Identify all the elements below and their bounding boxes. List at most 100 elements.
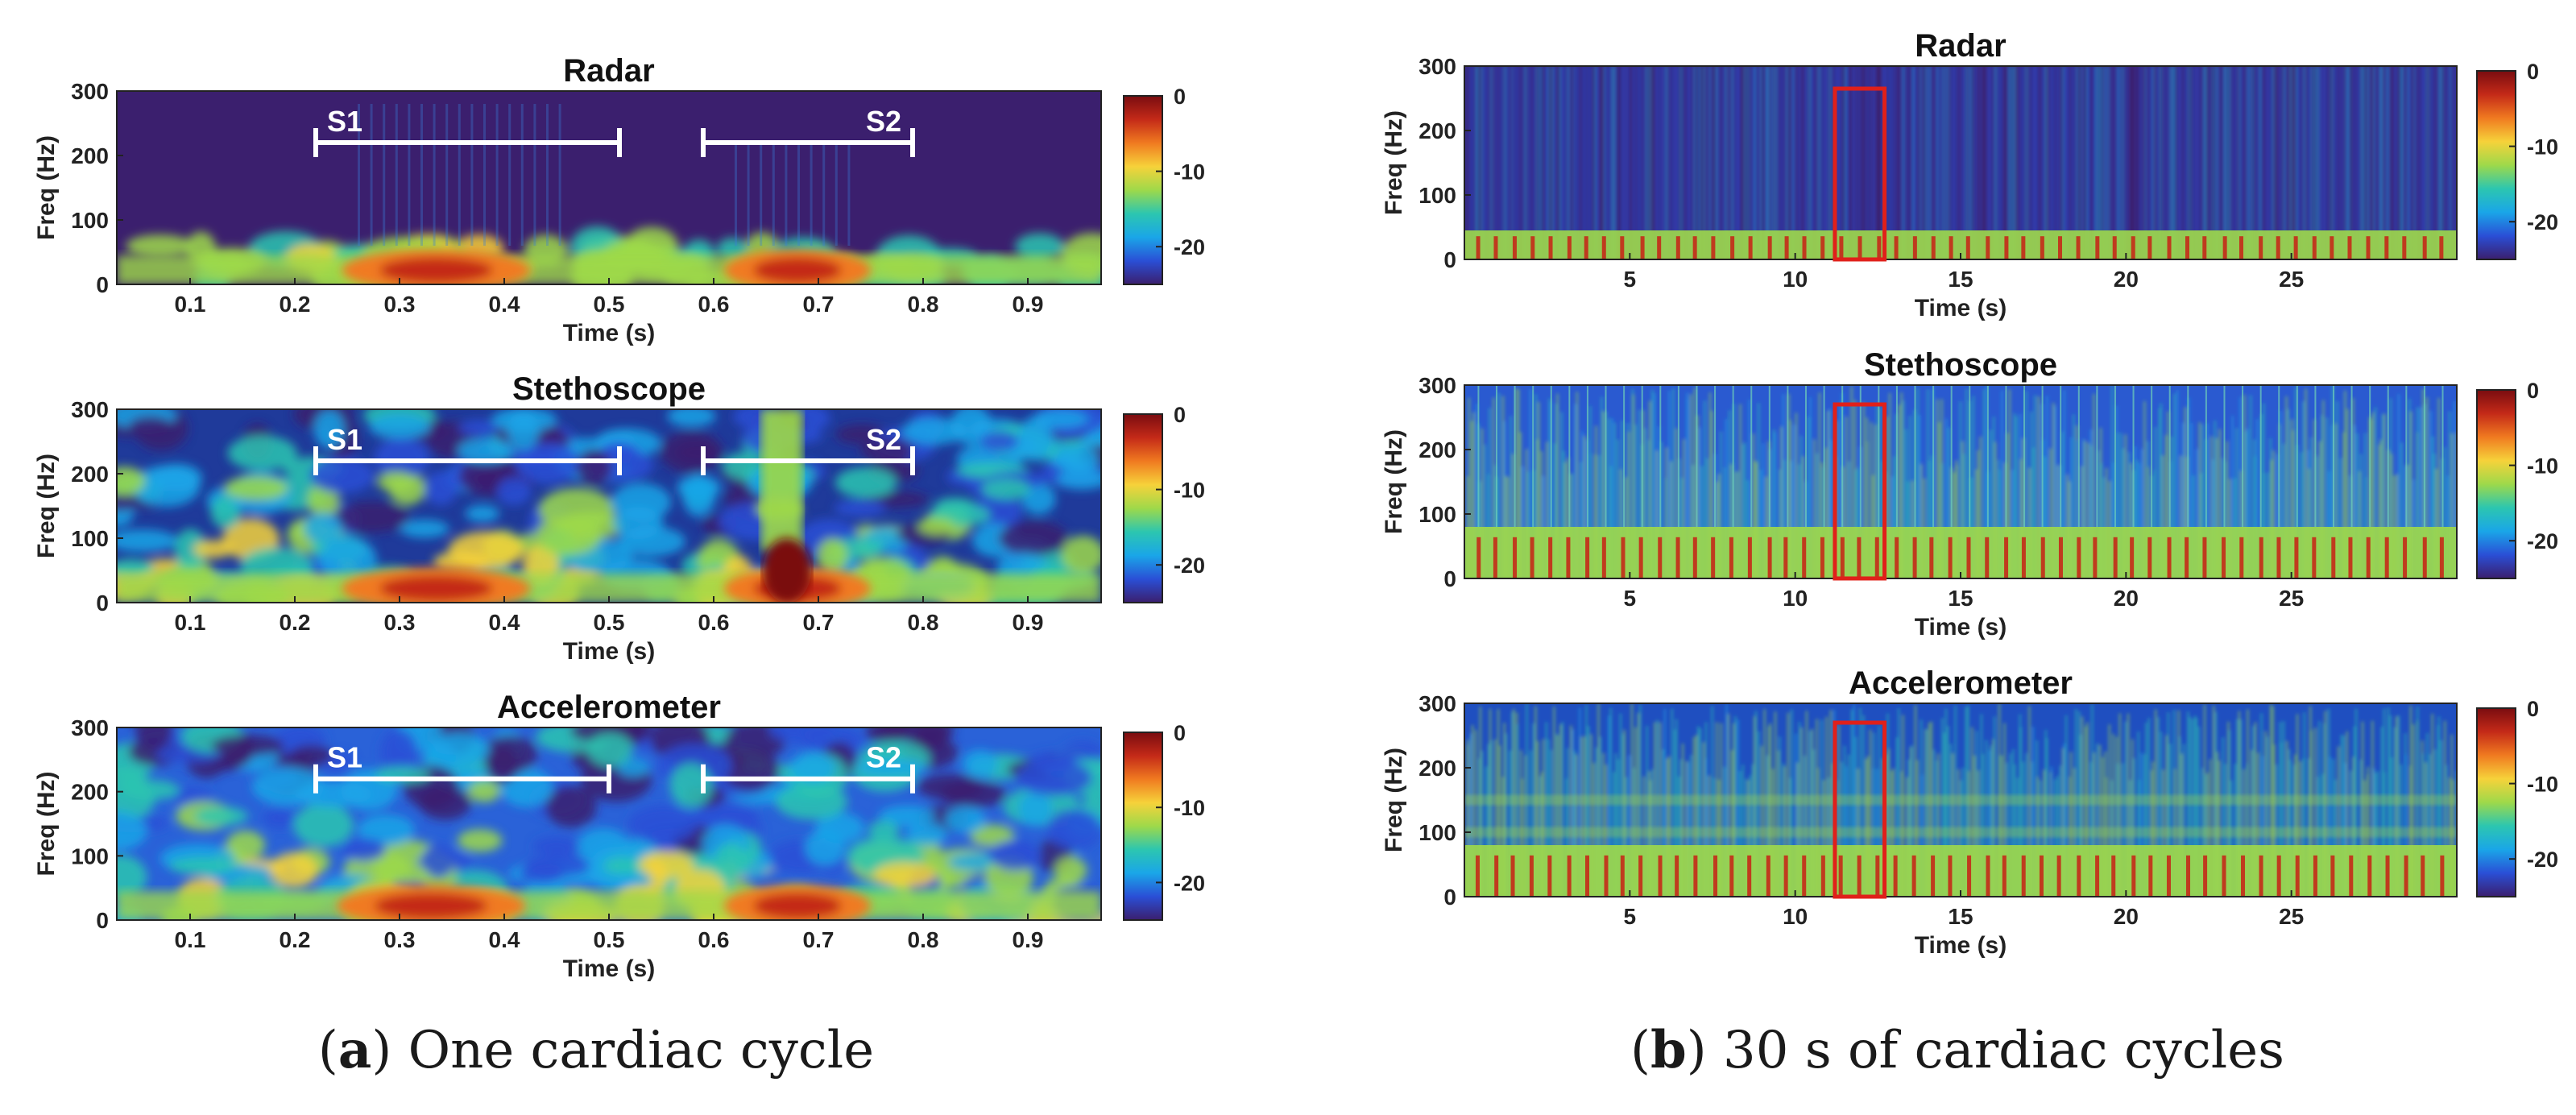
y-axis-label: Freq (Hz) bbox=[1381, 748, 1407, 852]
x-tick-label: 0.5 bbox=[594, 292, 625, 317]
colorbar: 0 -10 -20 bbox=[1123, 85, 1205, 285]
x-tick-label: 0.9 bbox=[1013, 927, 1044, 952]
x-tick-label: 5 bbox=[1624, 586, 1637, 611]
colorbar-tick-label: -20 bbox=[2527, 210, 2558, 234]
x-tick-label: 10 bbox=[1783, 904, 1808, 929]
colorbar-tick-label: -10 bbox=[1174, 796, 1205, 820]
annotation-label: S2 bbox=[866, 741, 901, 774]
chart-title: Accelerometer bbox=[1849, 665, 2073, 701]
x-tick-label: 0.6 bbox=[698, 927, 730, 952]
y-tick-label: 0 bbox=[1443, 247, 1456, 272]
annotation-s1: S1 bbox=[313, 741, 611, 794]
y-tick-label: 300 bbox=[71, 715, 109, 740]
colorbar-tick-label: 0 bbox=[2527, 60, 2539, 84]
y-tick-label: 100 bbox=[71, 208, 109, 233]
colorbar-tick-label: -10 bbox=[2527, 773, 2558, 797]
x-tick-label: 0.4 bbox=[489, 610, 520, 635]
x-axis-label: Time (s) bbox=[1915, 295, 2007, 321]
x-tick-label: 0.5 bbox=[594, 610, 625, 635]
x-axis-label: Time (s) bbox=[1915, 614, 2007, 640]
y-tick-label: 200 bbox=[71, 780, 109, 805]
spectrogram-image bbox=[1464, 385, 2457, 578]
x-tick-label: 0.6 bbox=[698, 292, 730, 317]
y-tick-label: 200 bbox=[71, 143, 109, 168]
annotation-s1: S1 bbox=[313, 105, 622, 157]
x-tick-label: 10 bbox=[1783, 586, 1808, 611]
y-tick-label: 300 bbox=[71, 397, 109, 422]
x-tick-label: 5 bbox=[1624, 904, 1637, 929]
colorbar: 0 -10 -20 bbox=[2476, 60, 2558, 260]
x-tick-label: 0.6 bbox=[698, 610, 730, 635]
x-tick-label: 15 bbox=[1948, 267, 1973, 292]
annotation-s2: S2 bbox=[701, 423, 915, 475]
x-axis-label: Time (s) bbox=[563, 320, 655, 346]
highlight-box bbox=[1833, 86, 1887, 262]
annotation-s1: S1 bbox=[313, 423, 622, 475]
colorbar-tick-label: 0 bbox=[2527, 697, 2539, 721]
chart-a-accelerometer: Accelerometer 0 100 200 300 0.1 0.2 0.3 0.4 0.5 0.… bbox=[33, 690, 1205, 982]
chart-title: Radar bbox=[563, 53, 654, 89]
spectrogram-image bbox=[1464, 66, 2457, 259]
x-tick-label: 0.8 bbox=[908, 927, 939, 952]
chart-b-stethoscope: Stethoscope 0 100 200 300 5 10 15 20 25 Time (s) Fr… bbox=[1381, 347, 2558, 640]
x-tick-label: 0.9 bbox=[1013, 292, 1044, 317]
annotation-label: S2 bbox=[866, 423, 901, 456]
x-tick-label: 20 bbox=[2114, 267, 2139, 292]
spectrogram-image bbox=[117, 409, 1101, 603]
y-tick-label: 100 bbox=[1418, 820, 1456, 845]
y-tick-label: 300 bbox=[1418, 54, 1456, 79]
colorbar: 0 -10 -20 bbox=[2476, 379, 2558, 579]
colorbar-tick-label: -20 bbox=[2527, 529, 2558, 553]
x-tick-label: 15 bbox=[1948, 904, 1973, 929]
y-tick-label: 200 bbox=[1418, 118, 1456, 143]
x-tick-label: 0.3 bbox=[384, 927, 416, 952]
colorbar-gradient bbox=[1123, 732, 1163, 921]
y-tick-label: 0 bbox=[96, 272, 109, 297]
x-tick-label: 0.7 bbox=[803, 292, 835, 317]
colorbar-gradient bbox=[1123, 95, 1163, 285]
x-tick-label: 0.3 bbox=[384, 292, 416, 317]
highlight-box bbox=[1833, 402, 1887, 581]
chart-b-radar: Radar 0 100 200 300 5 10 15 20 25 Time (s) Freq (Hz… bbox=[1381, 28, 2558, 321]
annotation-label: S1 bbox=[327, 741, 362, 774]
x-tick-label: 0.8 bbox=[908, 610, 939, 635]
colorbar-gradient bbox=[2476, 707, 2516, 897]
colorbar-tick-label: 0 bbox=[1174, 403, 1186, 427]
chart-b-accelerometer: Accelerometer 0 100 200 300 5 10 15 20 25 Time (s)… bbox=[1381, 665, 2558, 959]
colorbar: 0 -10 -20 bbox=[1123, 721, 1205, 921]
x-tick-label: 0.4 bbox=[489, 927, 520, 952]
highlight-box bbox=[1833, 720, 1887, 899]
x-tick-label: 20 bbox=[2114, 586, 2139, 611]
spectrogram-image bbox=[1464, 703, 2457, 897]
colorbar-tick-label: 0 bbox=[2527, 379, 2539, 403]
y-axis-label: Freq (Hz) bbox=[33, 135, 60, 240]
y-tick-label: 100 bbox=[71, 526, 109, 551]
y-tick-label: 300 bbox=[1418, 691, 1456, 716]
colorbar-tick-label: -20 bbox=[2527, 848, 2558, 872]
chart-title: Radar bbox=[1915, 28, 2006, 64]
y-tick-label: 300 bbox=[1418, 373, 1456, 398]
spectrogram-image bbox=[117, 727, 1101, 920]
annotation-label: S1 bbox=[327, 423, 362, 456]
colorbar-gradient bbox=[2476, 389, 2516, 579]
colorbar: 0 -10 -20 bbox=[1123, 403, 1205, 603]
colorbar-gradient bbox=[1123, 413, 1163, 603]
x-tick-label: 0.5 bbox=[594, 927, 625, 952]
x-tick-label: 0.4 bbox=[489, 292, 520, 317]
colorbar-tick-label: -10 bbox=[2527, 454, 2558, 479]
annotation-label: S2 bbox=[866, 105, 901, 138]
y-tick-label: 0 bbox=[1443, 885, 1456, 910]
chart-a-stethoscope: Stethoscope 0 100 200 300 0.1 0.2 0.3 0.4 0.5 0.6 0… bbox=[33, 371, 1205, 665]
caption-a: (a) One cardiac cycle bbox=[318, 1020, 874, 1080]
x-tick-label: 25 bbox=[2279, 586, 2304, 611]
x-tick-label: 0.7 bbox=[803, 927, 835, 952]
x-tick-label: 20 bbox=[2114, 904, 2139, 929]
chart-title: Stethoscope bbox=[1864, 347, 2057, 383]
x-tick-label: 0.2 bbox=[280, 927, 311, 952]
colorbar-gradient bbox=[2476, 70, 2516, 260]
spectrogram-image bbox=[117, 91, 1101, 284]
caption-b: (b) 30 s of cardiac cycles bbox=[1630, 1020, 2284, 1080]
x-tick-label: 0.1 bbox=[175, 927, 206, 952]
y-axis-label: Freq (Hz) bbox=[1381, 110, 1407, 215]
y-tick-label: 0 bbox=[96, 908, 109, 933]
